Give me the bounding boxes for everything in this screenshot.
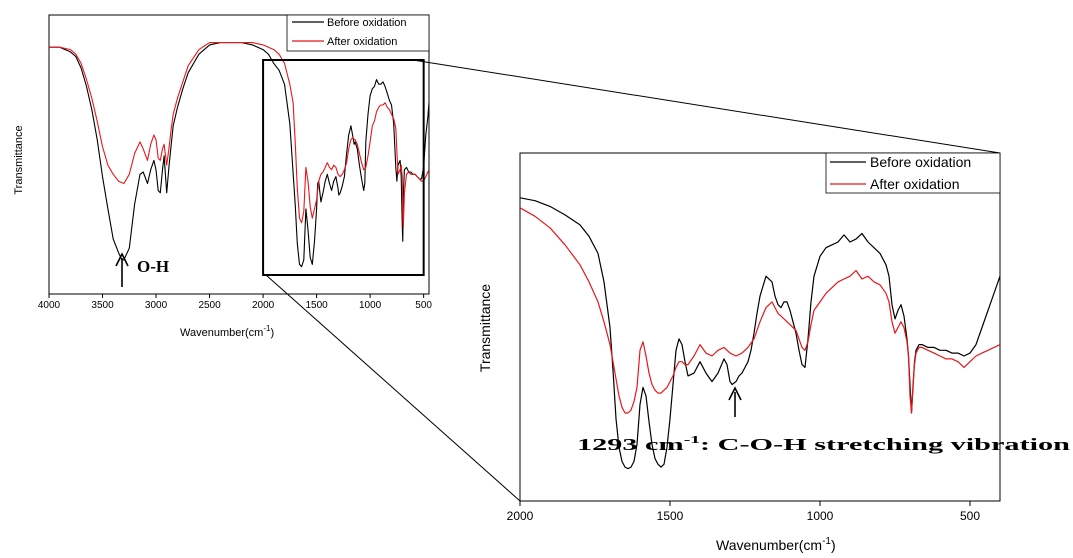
zoom-connectors (265, 59, 1001, 502)
zoom-box (262, 59, 425, 276)
legend-inset: Before oxidation After oxidation (825, 152, 1001, 194)
chart-full-spectrum: 4000 3500 3000 2500 2000 1500 1000 500 Transmit… (13, 14, 432, 339)
arrow-oh-head (115, 252, 129, 267)
plot-frame-inset (519, 152, 1001, 502)
x-tick-label-inset-1000: 1000 (807, 509, 834, 523)
series-group-full (49, 42, 429, 268)
x-axis-label-inset-close: ) (831, 537, 836, 553)
x-tick-label-full-3500: 3500 (91, 300, 114, 311)
legend-full: Before oxidation After oxidation (286, 14, 430, 52)
series-group-inset (520, 197, 1000, 470)
x-tick-label-inset-500: 500 (960, 509, 980, 523)
legend-inset-label-after: After oxidation (870, 176, 960, 192)
x-axis-label-full-close: ) (270, 327, 274, 339)
x-tick-label-full-2000: 2000 (252, 300, 275, 311)
y-axis-label-inset: Transmittance (477, 284, 493, 372)
annotation-coh: 1293 cm -1: C-O-H stretching vibration (577, 386, 1071, 454)
x-ticks-inset: 2000 1500 1000 500 (507, 501, 980, 523)
x-axis-label-inset-main: Wavenumber(cm (716, 537, 822, 553)
legend-full-box (286, 14, 430, 52)
connector-top (412, 59, 1001, 154)
annotation-coh-text-main: 1293 cm (577, 435, 684, 454)
annotation-oh-text: O-H (137, 257, 169, 276)
x-tick-label-full-3000: 3000 (145, 300, 168, 311)
x-tick-label-inset-1500: 1500 (657, 509, 684, 523)
annotation-coh-text-rest: : C-O-H stretching vibration (700, 435, 1071, 454)
chart-zoom-inset: 2000 1500 1000 500 Transmittance Wavenumber… (477, 152, 1071, 553)
connector-bottom (265, 274, 521, 502)
plot-frame-full (48, 14, 430, 295)
x-tick-label-full-4000: 4000 (38, 300, 61, 311)
x-tick-label-full-1000: 1000 (359, 300, 382, 311)
x-tick-label-full-500: 500 (415, 300, 432, 311)
annotation-coh-text: 1293 cm -1: C-O-H stretching vibration (577, 434, 1071, 454)
arrow-coh-head (728, 386, 742, 401)
y-axis-label-full: Transmittance (13, 125, 25, 194)
x-axis-label-inset-sup: -1 (822, 536, 831, 547)
annotation-coh-text-sup: -1 (684, 434, 700, 446)
series-line-full-after (49, 42, 429, 228)
series-line-full-before (49, 42, 429, 268)
series-line-inset-after (520, 207, 1000, 414)
x-ticks-full: 4000 3500 3000 2500 2000 1500 1000 500 (38, 294, 432, 311)
x-axis-label-inset: Wavenumber(cm-1) (716, 536, 836, 553)
x-tick-label-inset-2000: 2000 (507, 509, 534, 523)
legend-full-label-before: Before oxidation (327, 17, 407, 29)
x-tick-label-full-2500: 2500 (198, 300, 221, 311)
legend-full-label-after: After oxidation (327, 36, 397, 48)
legend-inset-box (825, 152, 1001, 194)
legend-inset-label-before: Before oxidation (870, 154, 971, 170)
x-axis-label-full-main: Wavenumber(cm (180, 327, 263, 339)
annotation-oh: O-H (115, 252, 169, 287)
x-axis-label-full-sup: -1 (263, 324, 271, 333)
x-tick-label-full-1500: 1500 (305, 300, 328, 311)
x-axis-label-full: Wavenumber(cm-1) (180, 324, 274, 339)
